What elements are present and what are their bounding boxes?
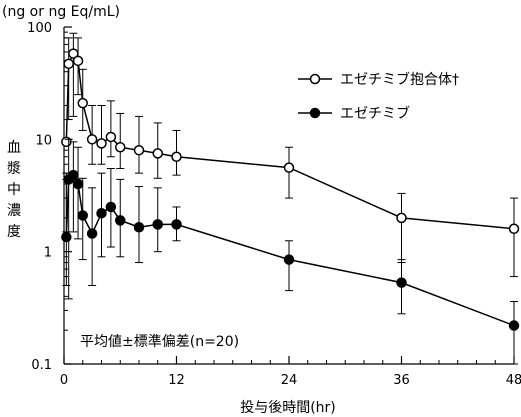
data-point xyxy=(152,219,163,230)
x-tick-label: 48 xyxy=(506,373,521,388)
legend-marker-conjugate xyxy=(309,73,321,85)
data-point xyxy=(133,144,145,156)
x-axis-title: 投与後時間(hr) xyxy=(240,400,336,416)
data-point xyxy=(508,320,520,331)
y-ticks: 0.1 1 10 100 xyxy=(27,21,72,373)
data-point xyxy=(283,162,295,173)
series-0 xyxy=(61,32,520,278)
data-point xyxy=(152,148,163,159)
y-tick-label: 0.1 xyxy=(31,358,52,373)
y-unit-label: (ng or ng Eq/mL) xyxy=(2,4,120,20)
y-axis-title-char: 濃 xyxy=(7,203,21,219)
x-ticks: 0 12 24 36 48 xyxy=(60,356,521,388)
data-point xyxy=(105,131,117,143)
data-point xyxy=(72,178,84,190)
x-tick-label: 36 xyxy=(393,373,410,388)
data-point xyxy=(68,48,79,59)
series-layer xyxy=(61,32,520,365)
data-point xyxy=(72,55,84,67)
data-point xyxy=(96,207,107,219)
y-tick-label: 10 xyxy=(35,133,52,148)
legend: エゼチミブ抱合体† エゼチミブ xyxy=(298,71,459,122)
legend-label-ezetimibe: エゼチミブ xyxy=(340,105,410,122)
data-point xyxy=(171,219,182,230)
data-point xyxy=(77,97,88,109)
data-point xyxy=(63,58,74,70)
data-point xyxy=(283,254,295,265)
y-axis-title-char: 血 xyxy=(7,140,21,156)
data-point xyxy=(115,215,126,226)
y-tick-label: 1 xyxy=(44,246,52,261)
data-point xyxy=(86,134,98,145)
legend-marker-ezetimibe xyxy=(309,107,321,119)
x-tick-label: 24 xyxy=(281,373,298,388)
y-axis-title-char: 漿 xyxy=(7,161,21,177)
data-point xyxy=(396,277,407,288)
stats-annotation: 平均値±標準偏差(n=20) xyxy=(80,334,239,350)
legend-label-conjugate: エゼチミブ抱合体† xyxy=(340,71,459,88)
data-point xyxy=(115,142,126,153)
data-point xyxy=(105,201,117,213)
x-tick-label: 12 xyxy=(168,373,185,388)
y-tick-label: 100 xyxy=(27,21,52,36)
data-point xyxy=(171,151,182,162)
data-point xyxy=(61,231,72,243)
data-point xyxy=(133,221,145,233)
data-point xyxy=(96,138,107,149)
data-point xyxy=(396,212,407,224)
data-point xyxy=(86,228,98,239)
y-axis-title-char: 中 xyxy=(7,182,21,198)
data-point xyxy=(68,169,79,181)
x-tick-label: 0 xyxy=(60,373,68,388)
data-point xyxy=(77,210,88,221)
data-point xyxy=(508,223,520,234)
y-axis-title-char: 度 xyxy=(7,224,21,240)
series-1 xyxy=(61,138,520,365)
